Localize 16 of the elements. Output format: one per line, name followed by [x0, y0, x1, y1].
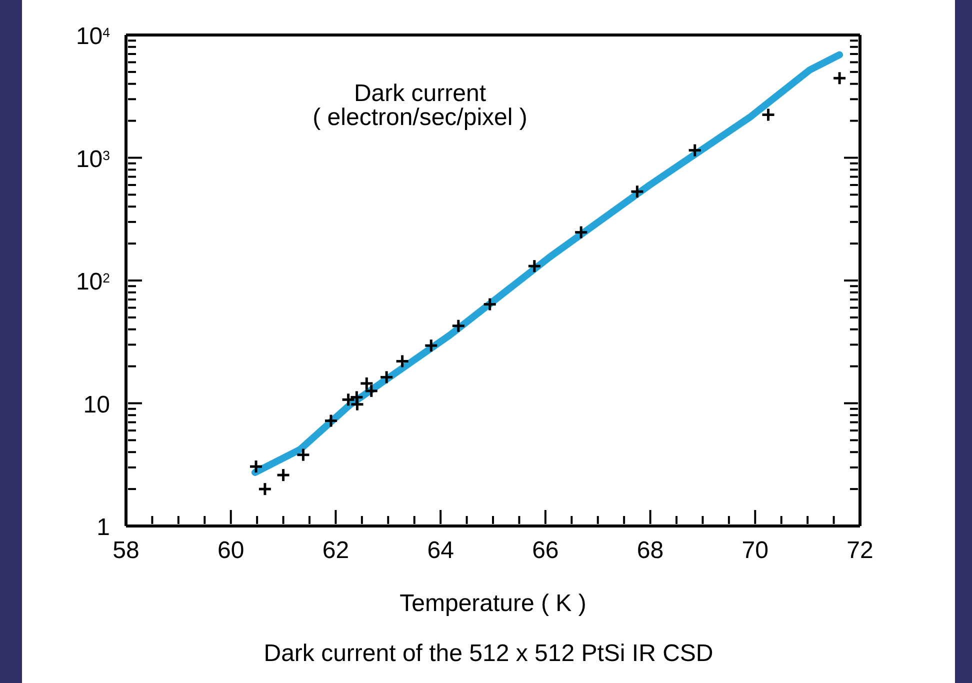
x-tick-label: 68: [636, 537, 664, 564]
x-tick-label: 72: [846, 537, 874, 564]
x-tick-label: 60: [218, 537, 244, 564]
y-tick-label: 1: [96, 514, 110, 541]
x-tick-label: 64: [427, 537, 454, 564]
y-tick-label: 10: [83, 391, 110, 418]
y-tick-label: 10$^{2}$: [76, 268, 110, 296]
x-tick-label: 70: [742, 537, 768, 564]
y-tick-label: 10$^{3}$: [76, 146, 110, 173]
x-tick-label: 66: [532, 537, 559, 564]
x-tick-label: 62: [322, 537, 350, 564]
x-axis-title: Temperature ( K ): [398, 590, 588, 618]
x-tick-label: 58: [112, 537, 140, 564]
annotation: Dark current ( electron/sec/pixel ): [312, 80, 528, 131]
y-tick-label: 10$^{4}$: [76, 23, 110, 50]
text: Dark current of the 512 x 512 PtSi IR CSD: [262, 640, 714, 668]
